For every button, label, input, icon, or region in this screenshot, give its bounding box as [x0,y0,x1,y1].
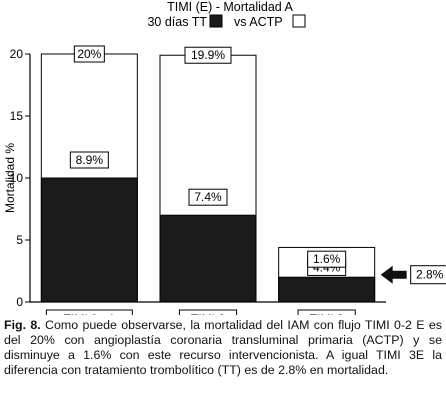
y-tick-label: 5 [16,233,23,247]
value-label-box-top [73,45,105,63]
legend-label-tt: 30 días TT [147,15,207,29]
arrow-label: 2.8% [416,268,444,282]
legend-label-actp: vs ACTP [234,15,283,29]
figure-caption: Fig. 8. Como puede observarse, la mortal… [4,318,442,378]
legend: 30 días TT vs ACTP [147,14,306,29]
bar-tt [159,214,257,303]
value-label-box-inner [307,250,347,268]
category-label: TIMI 3 [310,312,344,315]
value-label-box-top [184,46,232,64]
y-tick-label: 15 [10,109,24,123]
chart: TIMI (E) - Mortalidad A 30 días TT vs AC… [3,0,446,315]
caption-text: Como puede observarse, la mortalidad del… [4,318,442,377]
bar-tt [40,177,138,303]
y-axis-label: Mortalidad % [3,143,17,213]
value-label-inner: 7.4% [194,190,222,204]
arrow-icon [380,265,407,284]
y-tick-label: 10 [10,171,24,185]
bar-tt [278,276,376,303]
plot-area: 0 5 10 15 20 20% 8.9% TIMI 0 - 1 19.9% 7.4% TIMI 2… [10,45,446,315]
value-label-inner: 8.9% [76,153,104,167]
caption-label: Fig. 8. [4,318,41,332]
y-tick-label: 0 [16,295,23,309]
category-label-box [178,309,238,315]
category-label-box [297,309,356,315]
category-label: TIMI 2 [191,312,225,315]
y-tick-label: 20 [10,47,24,61]
value-label-inner: 1.6% [313,252,341,266]
category-label: TIMI 0 - 1 [64,312,116,315]
chart-title: TIMI (E) - Mortalidad A [167,0,293,14]
legend-swatch-actp [292,14,306,28]
value-label-top: 19.9% [191,48,225,62]
value-label-top: 20% [77,47,101,61]
value-label-box-inner [69,151,109,169]
value-label-box-inner [188,188,228,206]
arrow-label-box [410,265,446,285]
category-label-box [45,309,133,315]
legend-swatch-tt [209,14,223,28]
